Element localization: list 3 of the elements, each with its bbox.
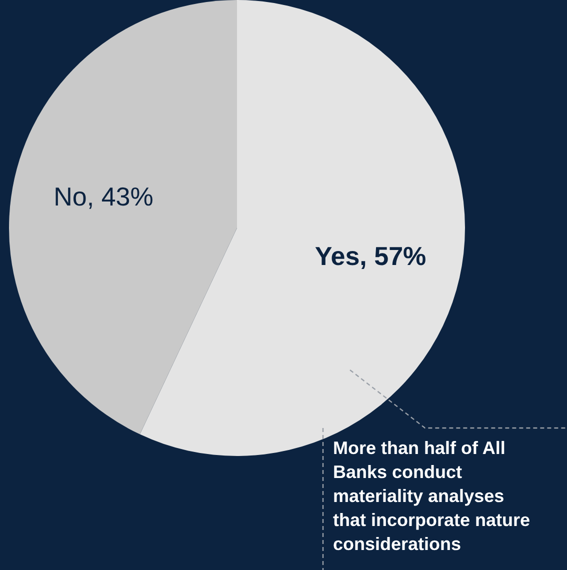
slice-label: No, 43% [54, 181, 154, 212]
text: More than half of All Banks conduct materiality analyses that incorporate nature considerations [333, 437, 532, 556]
slice-label: Yes, 57% [314, 241, 426, 272]
